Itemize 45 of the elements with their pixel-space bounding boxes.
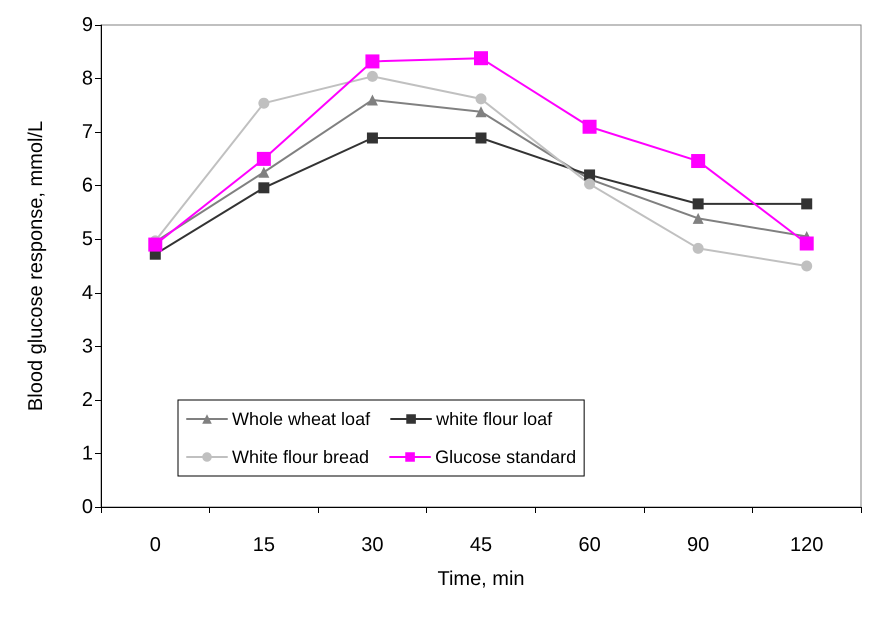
x-tick-label: 60 [578,534,601,556]
point [801,260,812,272]
x-tick-label: 120 [790,534,824,556]
y-tick-label: 2 [82,388,93,411]
x-tick-label: 30 [361,534,384,556]
point [366,94,378,106]
legend-label: Whole wheat loaf [232,409,372,429]
legend-label: Glucose standard [435,447,576,467]
y-tick-label: 3 [82,335,93,358]
point [800,236,814,251]
x-tick-label: 15 [252,534,275,556]
point [584,178,596,190]
point [801,198,812,210]
point [256,152,271,166]
point [366,70,378,82]
point [366,132,378,144]
legend-label: white flour loaf [435,409,554,429]
y-tick-label: 7 [82,121,93,144]
point [691,154,706,168]
y-tick-label: 8 [82,68,93,90]
point [365,54,380,68]
y-tick-label: 9 [82,14,93,36]
y-axis-title: Blood glucose response, mmol/L [25,120,47,412]
point [476,132,486,144]
point [476,93,486,104]
y-tick-label: 6 [82,174,93,197]
point [692,212,704,224]
x-axis-title: Time, min [437,568,525,590]
point [258,182,270,194]
point [474,51,488,66]
x-tick-label: 45 [470,534,492,556]
point [476,106,486,118]
point [584,169,596,180]
point [692,242,704,254]
legend-label: White flour bread [232,447,370,467]
point [258,98,270,109]
point [258,166,270,178]
y-tick-label: 5 [82,228,93,250]
point [582,120,597,134]
point [692,198,704,210]
y-tick-label: 0 [82,496,93,518]
y-tick-label: 4 [82,282,93,304]
x-tick-label: 0 [150,534,161,556]
y-tick-label: 1 [82,442,93,464]
x-tick-label: 90 [687,534,710,556]
